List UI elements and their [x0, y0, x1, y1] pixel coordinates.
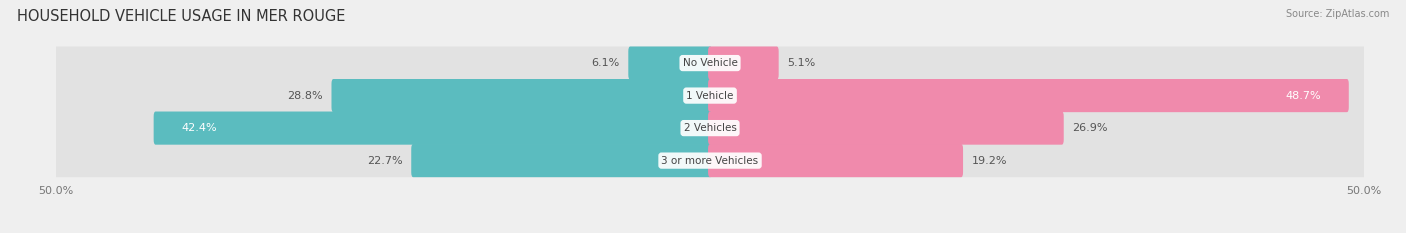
FancyBboxPatch shape [709, 144, 963, 177]
Text: 3 or more Vehicles: 3 or more Vehicles [661, 156, 759, 166]
Text: 48.7%: 48.7% [1285, 91, 1320, 101]
FancyBboxPatch shape [628, 47, 711, 80]
FancyBboxPatch shape [709, 47, 779, 80]
FancyBboxPatch shape [55, 144, 1365, 177]
Text: 42.4%: 42.4% [181, 123, 218, 133]
Text: HOUSEHOLD VEHICLE USAGE IN MER ROUGE: HOUSEHOLD VEHICLE USAGE IN MER ROUGE [17, 9, 346, 24]
FancyBboxPatch shape [55, 47, 1365, 80]
FancyBboxPatch shape [55, 112, 1365, 145]
Text: 19.2%: 19.2% [972, 156, 1007, 166]
Text: 1 Vehicle: 1 Vehicle [686, 91, 734, 101]
FancyBboxPatch shape [411, 144, 711, 177]
FancyBboxPatch shape [709, 112, 1064, 145]
Text: 2 Vehicles: 2 Vehicles [683, 123, 737, 133]
Text: 6.1%: 6.1% [592, 58, 620, 68]
Text: 26.9%: 26.9% [1073, 123, 1108, 133]
FancyBboxPatch shape [55, 79, 1365, 112]
Text: 22.7%: 22.7% [367, 156, 402, 166]
Text: 28.8%: 28.8% [287, 91, 323, 101]
FancyBboxPatch shape [153, 112, 711, 145]
Text: Source: ZipAtlas.com: Source: ZipAtlas.com [1285, 9, 1389, 19]
FancyBboxPatch shape [709, 79, 1348, 112]
Text: 5.1%: 5.1% [787, 58, 815, 68]
Legend: Owner-occupied, Renter-occupied: Owner-occupied, Renter-occupied [593, 230, 827, 233]
FancyBboxPatch shape [332, 79, 711, 112]
Text: No Vehicle: No Vehicle [682, 58, 738, 68]
